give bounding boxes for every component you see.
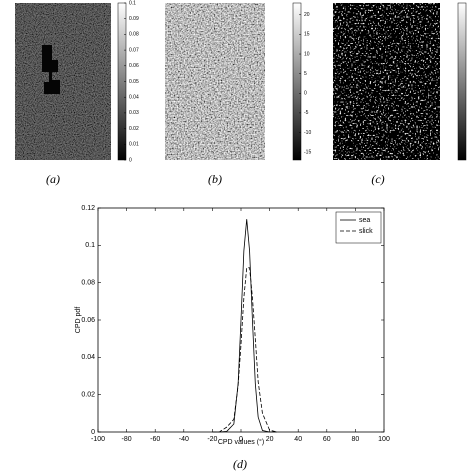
line bbox=[212, 267, 277, 433]
caption: (a) bbox=[46, 172, 60, 186]
colorbar-tick-label: 0.06 bbox=[129, 63, 139, 69]
y-tick-label: 0 bbox=[91, 429, 95, 436]
colorbar-tick-label: 5 bbox=[304, 71, 307, 77]
colorbar-tick-label: -5 bbox=[304, 110, 309, 116]
colorbar-tick-label: 0.08 bbox=[129, 32, 139, 38]
colorbar-tick-label: 0.09 bbox=[129, 16, 139, 22]
x-tick-label: 60 bbox=[323, 436, 331, 443]
x-tick-label: 0 bbox=[239, 436, 243, 443]
y-tick-label: 0.04 bbox=[81, 354, 95, 361]
colorbar-tick-label: 0.01 bbox=[129, 142, 139, 148]
x-tick-label: -20 bbox=[207, 436, 217, 443]
x-tick-label: 80 bbox=[352, 436, 360, 443]
y-tick-label: 0.02 bbox=[81, 392, 95, 399]
legend-box bbox=[335, 211, 382, 244]
caption: (b) bbox=[208, 172, 222, 186]
colorbar-tick-label: 15 bbox=[304, 32, 310, 38]
colorbar-c bbox=[457, 2, 467, 161]
x-axis-label: CPD values (°) bbox=[218, 438, 264, 446]
x-tick-label: -60 bbox=[150, 436, 160, 443]
colorbar-tick-label: -15 bbox=[304, 149, 311, 155]
y-tick-label: 0.12 bbox=[81, 205, 95, 212]
colorbar-tick-label: 0.05 bbox=[129, 79, 139, 85]
colorbar-tick-label: 0.02 bbox=[129, 126, 139, 132]
line bbox=[212, 219, 277, 433]
x-tick-label: 20 bbox=[266, 436, 274, 443]
image-c bbox=[333, 3, 440, 160]
colorbar-tick-label: 20 bbox=[304, 12, 310, 18]
colorbar-tick-label: 10 bbox=[304, 51, 310, 57]
y-tick-label: 0.08 bbox=[81, 280, 95, 287]
colorbar-tick-label: -10 bbox=[304, 130, 311, 136]
colorbar-tick-label: 0 bbox=[304, 91, 307, 97]
image-a bbox=[15, 3, 111, 160]
legend-label: slick bbox=[359, 228, 373, 235]
caption: (d) bbox=[233, 457, 247, 471]
x-tick-label: -40 bbox=[179, 436, 189, 443]
colorbar-tick-label: 0 bbox=[129, 157, 132, 163]
y-tick-label: 0.06 bbox=[81, 317, 95, 324]
y-axis-label: CPD pdf bbox=[75, 307, 82, 334]
caption: (c) bbox=[371, 172, 384, 186]
colorbar-tick-label: 0.1 bbox=[129, 0, 136, 6]
colorbar-b bbox=[292, 2, 302, 161]
x-tick-label: -100 bbox=[91, 436, 105, 443]
colorbar-tick-label: 0.03 bbox=[129, 110, 139, 116]
y-tick-label: 0.1 bbox=[85, 242, 95, 249]
x-tick-label: -80 bbox=[122, 436, 132, 443]
colorbar-tick-label: 0.04 bbox=[129, 95, 139, 101]
x-tick-label: 40 bbox=[294, 436, 302, 443]
colorbar-tick-label: 0.07 bbox=[129, 47, 139, 53]
image-b bbox=[165, 3, 265, 160]
x-tick-label: 100 bbox=[378, 436, 390, 443]
legend-label: sea bbox=[359, 217, 370, 224]
